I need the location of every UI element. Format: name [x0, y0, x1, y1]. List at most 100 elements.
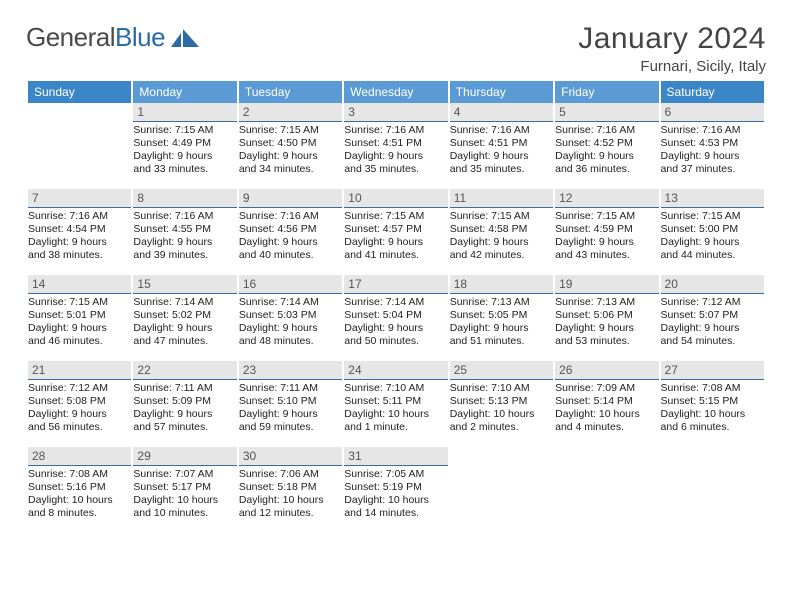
calendar-day-cell: 25Sunrise: 7:10 AMSunset: 5:13 PMDayligh… [450, 361, 553, 447]
sunset-line: Sunset: 5:07 PM [661, 309, 764, 322]
sunrise-line: Sunrise: 7:12 AM [661, 296, 764, 309]
day-details: Sunrise: 7:15 AMSunset: 4:58 PMDaylight:… [450, 208, 553, 263]
calendar-day-cell: 11Sunrise: 7:15 AMSunset: 4:58 PMDayligh… [450, 189, 553, 275]
daylight-line-1: Daylight: 9 hours [661, 322, 764, 335]
calendar-week-row: 14Sunrise: 7:15 AMSunset: 5:01 PMDayligh… [28, 275, 764, 361]
day-number: 15 [133, 275, 236, 294]
day-number: 21 [28, 361, 131, 380]
daylight-line-1: Daylight: 9 hours [133, 236, 236, 249]
sunset-line: Sunset: 5:02 PM [133, 309, 236, 322]
daylight-line-2: and 54 minutes. [661, 335, 764, 348]
day-number: 16 [239, 275, 342, 294]
daylight-line-2: and 50 minutes. [344, 335, 447, 348]
sunset-line: Sunset: 4:58 PM [450, 223, 553, 236]
sunrise-line: Sunrise: 7:15 AM [661, 210, 764, 223]
day-details: Sunrise: 7:16 AMSunset: 4:53 PMDaylight:… [661, 122, 764, 177]
daylight-line-2: and 10 minutes. [133, 507, 236, 520]
calendar-day-cell: 2Sunrise: 7:15 AMSunset: 4:50 PMDaylight… [239, 103, 342, 189]
day-number: 2 [239, 103, 342, 122]
daylight-line-1: Daylight: 9 hours [344, 322, 447, 335]
daylight-line-1: Daylight: 9 hours [555, 236, 658, 249]
calendar-day-cell: 4Sunrise: 7:16 AMSunset: 4:51 PMDaylight… [450, 103, 553, 189]
day-number: 3 [344, 103, 447, 122]
daylight-line-1: Daylight: 9 hours [555, 322, 658, 335]
day-details: Sunrise: 7:16 AMSunset: 4:56 PMDaylight:… [239, 208, 342, 263]
daylight-line-1: Daylight: 10 hours [239, 494, 342, 507]
calendar-day-cell [555, 447, 658, 533]
sunrise-line: Sunrise: 7:13 AM [450, 296, 553, 309]
calendar-day-cell [661, 447, 764, 533]
daylight-line-1: Daylight: 9 hours [28, 408, 131, 421]
daylight-line-2: and 40 minutes. [239, 249, 342, 262]
daylight-line-1: Daylight: 9 hours [450, 150, 553, 163]
calendar-day-cell: 3Sunrise: 7:16 AMSunset: 4:51 PMDaylight… [344, 103, 447, 189]
day-details: Sunrise: 7:15 AMSunset: 5:01 PMDaylight:… [28, 294, 131, 349]
day-number: 22 [133, 361, 236, 380]
sunrise-line: Sunrise: 7:11 AM [133, 382, 236, 395]
daylight-line-1: Daylight: 9 hours [239, 150, 342, 163]
calendar-day-cell: 27Sunrise: 7:08 AMSunset: 5:15 PMDayligh… [661, 361, 764, 447]
daylight-line-1: Daylight: 9 hours [239, 408, 342, 421]
day-details: Sunrise: 7:09 AMSunset: 5:14 PMDaylight:… [555, 380, 658, 435]
daylight-line-1: Daylight: 10 hours [133, 494, 236, 507]
sunset-line: Sunset: 4:49 PM [133, 137, 236, 150]
day-details: Sunrise: 7:12 AMSunset: 5:07 PMDaylight:… [661, 294, 764, 349]
calendar-day-cell: 24Sunrise: 7:10 AMSunset: 5:11 PMDayligh… [344, 361, 447, 447]
calendar-week-row: 7Sunrise: 7:16 AMSunset: 4:54 PMDaylight… [28, 189, 764, 275]
calendar-day-cell: 8Sunrise: 7:16 AMSunset: 4:55 PMDaylight… [133, 189, 236, 275]
sunrise-line: Sunrise: 7:15 AM [28, 296, 131, 309]
sunrise-line: Sunrise: 7:14 AM [239, 296, 342, 309]
day-details: Sunrise: 7:14 AMSunset: 5:03 PMDaylight:… [239, 294, 342, 349]
daylight-line-1: Daylight: 9 hours [239, 236, 342, 249]
daylight-line-1: Daylight: 9 hours [239, 322, 342, 335]
daylight-line-2: and 37 minutes. [661, 163, 764, 176]
page-header: GeneralBlue January 2024 Furnari, Sicily… [26, 22, 766, 75]
calendar-day-cell: 1Sunrise: 7:15 AMSunset: 4:49 PMDaylight… [133, 103, 236, 189]
header-cell: Thursday [450, 81, 553, 103]
day-number: 19 [555, 275, 658, 294]
day-number: 11 [450, 189, 553, 208]
sunrise-line: Sunrise: 7:12 AM [28, 382, 131, 395]
day-number: 17 [344, 275, 447, 294]
calendar-day-cell: 22Sunrise: 7:11 AMSunset: 5:09 PMDayligh… [133, 361, 236, 447]
daylight-line-2: and 33 minutes. [133, 163, 236, 176]
calendar-day-cell [28, 103, 131, 189]
day-details: Sunrise: 7:13 AMSunset: 5:05 PMDaylight:… [450, 294, 553, 349]
sunset-line: Sunset: 5:06 PM [555, 309, 658, 322]
daylight-line-2: and 51 minutes. [450, 335, 553, 348]
day-number: 14 [28, 275, 131, 294]
sunset-line: Sunset: 4:54 PM [28, 223, 131, 236]
daylight-line-1: Daylight: 9 hours [661, 236, 764, 249]
day-details: Sunrise: 7:07 AMSunset: 5:17 PMDaylight:… [133, 466, 236, 521]
calendar-day-cell: 13Sunrise: 7:15 AMSunset: 5:00 PMDayligh… [661, 189, 764, 275]
daylight-line-1: Daylight: 9 hours [133, 408, 236, 421]
daylight-line-2: and 36 minutes. [555, 163, 658, 176]
day-details: Sunrise: 7:15 AMSunset: 4:50 PMDaylight:… [239, 122, 342, 177]
daylight-line-1: Daylight: 9 hours [133, 150, 236, 163]
sunrise-line: Sunrise: 7:16 AM [133, 210, 236, 223]
sunset-line: Sunset: 5:19 PM [344, 481, 447, 494]
day-number: 26 [555, 361, 658, 380]
calendar-day-cell [450, 447, 553, 533]
day-number: 5 [555, 103, 658, 122]
sunrise-line: Sunrise: 7:16 AM [450, 124, 553, 137]
daylight-line-2: and 43 minutes. [555, 249, 658, 262]
sunrise-line: Sunrise: 7:05 AM [344, 468, 447, 481]
sunset-line: Sunset: 5:13 PM [450, 395, 553, 408]
sunrise-line: Sunrise: 7:15 AM [450, 210, 553, 223]
day-number: 8 [133, 189, 236, 208]
day-details: Sunrise: 7:06 AMSunset: 5:18 PMDaylight:… [239, 466, 342, 521]
daylight-line-2: and 12 minutes. [239, 507, 342, 520]
day-number: 20 [661, 275, 764, 294]
daylight-line-2: and 42 minutes. [450, 249, 553, 262]
header-cell: Friday [555, 81, 658, 103]
sunset-line: Sunset: 5:15 PM [661, 395, 764, 408]
logo-text: GeneralBlue [26, 22, 165, 53]
calendar-day-cell: 18Sunrise: 7:13 AMSunset: 5:05 PMDayligh… [450, 275, 553, 361]
calendar-day-cell: 28Sunrise: 7:08 AMSunset: 5:16 PMDayligh… [28, 447, 131, 533]
daylight-line-1: Daylight: 9 hours [28, 236, 131, 249]
calendar-header-row: SundayMondayTuesdayWednesdayThursdayFrid… [28, 81, 764, 103]
sunrise-line: Sunrise: 7:16 AM [555, 124, 658, 137]
calendar-day-cell: 10Sunrise: 7:15 AMSunset: 4:57 PMDayligh… [344, 189, 447, 275]
sunset-line: Sunset: 4:51 PM [344, 137, 447, 150]
